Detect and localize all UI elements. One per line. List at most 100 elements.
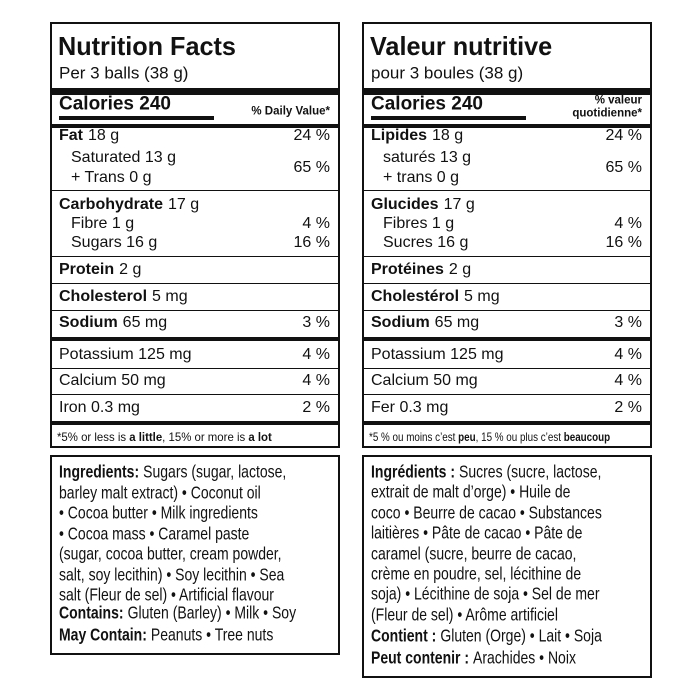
ingredients-line: laitières • Pâte de cacao • Pâte de <box>371 524 582 542</box>
footnote-part: a lot <box>248 430 272 444</box>
serving: Per 3 balls (38 g) <box>59 63 189 83</box>
nutrient-row: Calcium 50 mg <box>371 372 478 389</box>
ingredients-text: • Cocoa butter • Milk ingredients <box>59 502 258 523</box>
ingredients-line: Ingrédients : Sucres (sucre, lactose, <box>371 463 601 481</box>
nutrient-row: Potassium 125 mg <box>59 346 192 363</box>
nutrient-row: Fibres 1 g <box>383 215 455 232</box>
footnote-part: , 15 % ou plus c’est <box>475 430 564 444</box>
daily-value: 65 % <box>293 159 330 176</box>
contains-text: Gluten (Barley) • Milk • Soy <box>127 602 297 623</box>
title: Nutrition Facts <box>58 31 236 61</box>
footnote-part: peu <box>458 430 476 444</box>
nutrient-row: Protein 2 g <box>59 262 141 278</box>
ingredients-line: caramel (sucre, beurre de cacao, <box>371 542 577 563</box>
may-contain: Peut contenir : Arachides • Noix <box>371 649 576 667</box>
daily-value: 4 % <box>302 215 330 232</box>
serving: pour 3 boules (38 g) <box>371 63 524 83</box>
contains-text: Gluten (Orge) • Lait • Soja <box>440 625 602 646</box>
ingredients-text: (sugar, cocoa butter, cream powder, <box>59 543 282 564</box>
footnote-part: *5 % ou moins c’est <box>369 430 459 444</box>
ingredients-text: Sucres (sucre, lactose, <box>459 461 602 482</box>
nutrient-row: Iron 0.3 mg <box>59 399 140 416</box>
ingredients-text: (Fleur de sel) • Arôme artificiel <box>371 604 558 625</box>
ingredients-text: • Cocoa mass • Caramel paste <box>59 522 250 543</box>
rule <box>362 88 652 95</box>
rule <box>362 421 652 425</box>
nutrient-row: Lipides 18 g <box>371 128 463 144</box>
nutrient-name: Carbohydrate <box>59 196 164 213</box>
calories: Calories 240 <box>59 93 171 115</box>
nutrient-name: Sodium <box>59 314 118 331</box>
daily-value: 4 % <box>614 215 642 232</box>
nutrient-row: Protéines 2 g <box>371 262 471 278</box>
contains: Contains: Gluten (Barley) • Milk • Soy <box>59 604 296 622</box>
rule <box>362 256 652 257</box>
ingredients-text: coco • Beurre de cacao • Substances <box>371 502 602 523</box>
footnote: *5 % ou moins c’est peu, 15 % ou plus c’… <box>369 431 610 443</box>
nutrient-amount: 2 g <box>119 261 142 278</box>
nutrient-row: Fibre 1 g <box>71 215 135 232</box>
nutrient-row: Sodium 65 mg <box>371 315 479 331</box>
calories: Calories 240 <box>371 93 483 115</box>
nutrient-row: + Trans 0 g <box>71 169 152 186</box>
nutrient-row: Calcium 50 mg <box>59 372 166 389</box>
rule <box>50 310 340 311</box>
nutrient-row: Sucres 16 g <box>383 234 469 251</box>
nutrient-name: Cholestérol <box>371 288 460 305</box>
nutrition-box <box>362 22 652 448</box>
rule <box>50 88 340 95</box>
footnote-part: beaucoup <box>563 430 611 444</box>
rule <box>362 124 652 128</box>
title: Valeur nutritive <box>370 31 553 61</box>
rule <box>371 116 526 120</box>
nutrition-box <box>50 22 340 448</box>
nutrient-name: Sodium <box>371 314 430 331</box>
ingredients-box <box>362 455 652 678</box>
daily-value: 2 % <box>302 399 330 416</box>
nutrient-name: Protéines <box>371 261 444 278</box>
daily-value: 4 % <box>614 372 642 389</box>
rule <box>362 283 652 284</box>
daily-value: 16 % <box>293 234 330 251</box>
rule <box>50 394 340 395</box>
ingredients-text: salt, soy lecithin) • Soy lecithin • Sea <box>59 563 285 584</box>
footnote-part: a little <box>129 430 163 444</box>
ingredients-line: barley malt extract) • Coconut oil <box>59 481 261 502</box>
nutrient-row: saturés 13 g <box>383 149 472 166</box>
dv-header: % valeur <box>594 94 642 107</box>
footnote: *5% or less is a little, 15% or more is … <box>57 431 272 443</box>
may-contain-label: May Contain: <box>59 624 147 645</box>
ingredients-text: laitières • Pâte de cacao • Pâte de <box>371 522 583 543</box>
nutrient-name: Cholesterol <box>59 288 148 305</box>
ingredients-text: caramel (sucre, beurre de cacao, <box>371 542 577 563</box>
nutrient-row: Carbohydrate 17 g <box>59 197 199 213</box>
rule <box>362 310 652 311</box>
rule <box>50 368 340 369</box>
ingredients-text: crème en poudre, sel, lécithine de <box>371 563 582 584</box>
rule <box>50 337 340 341</box>
nutrient-name: Lipides <box>371 127 428 144</box>
contains-label: Contient : <box>371 625 437 646</box>
nutrient-amount: 18 g <box>432 127 464 144</box>
nutrient-row: Sodium 65 mg <box>59 315 167 331</box>
footnote-part: , 15% or more is <box>162 430 249 444</box>
may-contain: May Contain: Peanuts • Tree nuts <box>59 626 273 644</box>
nutrient-row: Saturated 13 g <box>71 149 176 166</box>
rule <box>50 283 340 284</box>
nutrient-row: Glucides 17 g <box>371 197 475 213</box>
rule <box>362 368 652 369</box>
ingredients-box <box>50 455 340 655</box>
ingredients-line: soja) • Lécithine de soja • Sel de mer <box>371 583 600 604</box>
nutrient-amount: 18 g <box>88 127 120 144</box>
nutrient-row: Cholesterol 5 mg <box>59 289 188 305</box>
ingredients-text: soja) • Lécithine de soja • Sel de mer <box>371 583 600 604</box>
daily-value: 24 % <box>293 127 330 144</box>
ingredients-line: (sugar, cocoa butter, cream powder, <box>59 545 282 563</box>
rule <box>362 190 652 191</box>
daily-value: 24 % <box>605 127 642 144</box>
ingredients-line: extrait de malt d’orge) • Huile de <box>371 483 570 502</box>
nutrient-amount: 5 mg <box>152 288 188 305</box>
ingredients-text: barley malt extract) • Coconut oil <box>59 481 261 502</box>
nutrient-name: Fat <box>59 127 83 144</box>
